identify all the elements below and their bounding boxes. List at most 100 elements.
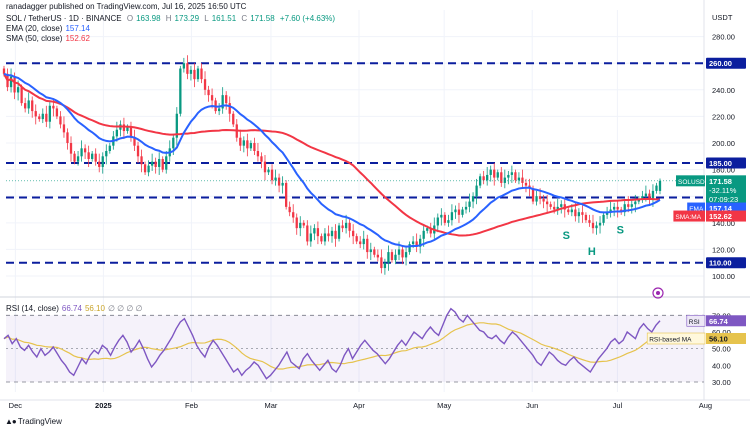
price-tick-label: 140.00 bbox=[712, 219, 735, 228]
candle-body bbox=[281, 182, 284, 186]
high-value: 173.29 bbox=[174, 14, 200, 23]
pattern-label-0: S bbox=[563, 230, 570, 242]
level-tag-1: 185.00 bbox=[709, 159, 732, 168]
candle-body bbox=[31, 100, 34, 112]
candle-body bbox=[210, 95, 214, 101]
low-label: L bbox=[204, 14, 209, 23]
candle-body bbox=[302, 222, 305, 226]
candle-body bbox=[500, 172, 503, 183]
rsi-legend[interactable]: RSI (14, close) 66.74 56.10 ∅ ∅ ∅ ∅ bbox=[6, 304, 146, 313]
candle-body bbox=[411, 241, 415, 245]
candle-body bbox=[108, 145, 111, 151]
candle-body bbox=[362, 238, 365, 245]
sma-name-tag: SMA:MA bbox=[675, 214, 701, 221]
ema-value-tag: 157.14 bbox=[709, 204, 733, 213]
candle-body bbox=[584, 214, 588, 221]
candle-body bbox=[285, 182, 288, 207]
candle-body bbox=[200, 68, 203, 80]
ema-label: EMA (20, close) bbox=[6, 24, 63, 33]
candle-body bbox=[380, 257, 383, 269]
candle-body bbox=[630, 204, 633, 207]
time-tick-label: Apr bbox=[353, 401, 365, 410]
tradingview-logo[interactable]: ▲● TradingView bbox=[5, 417, 62, 426]
ema-legend[interactable]: EMA (20, close) 157.14 bbox=[6, 24, 93, 33]
candle-body bbox=[52, 105, 55, 109]
candle-body bbox=[225, 95, 228, 104]
candle-body bbox=[598, 222, 602, 226]
candle-body bbox=[13, 76, 16, 93]
candle-body bbox=[545, 201, 549, 205]
candle-body bbox=[217, 108, 221, 112]
candle-body bbox=[105, 151, 108, 157]
candle-body bbox=[510, 172, 514, 175]
candle-body bbox=[316, 228, 320, 237]
candle-body bbox=[341, 225, 344, 229]
candle-body bbox=[62, 124, 66, 133]
candle-body bbox=[55, 108, 59, 117]
sma-legend[interactable]: SMA (50, close) 152.62 bbox=[6, 34, 93, 43]
rsi-name-tag: RSI bbox=[689, 319, 700, 326]
candle-body bbox=[330, 230, 334, 237]
candle-body bbox=[376, 254, 379, 258]
candle-body bbox=[648, 193, 651, 199]
candle-body bbox=[182, 63, 186, 69]
last-price-tag-line: 171.58 bbox=[709, 177, 732, 186]
event-marker-dot bbox=[656, 291, 660, 295]
candle-body bbox=[468, 201, 471, 207]
candle-body bbox=[422, 230, 425, 239]
candle-body bbox=[292, 212, 295, 218]
rsi-value-tag: 66.74 bbox=[709, 317, 729, 326]
candle-body bbox=[366, 238, 369, 253]
candle-body bbox=[415, 241, 418, 247]
candle-body bbox=[450, 212, 454, 221]
rsi-band bbox=[6, 315, 704, 382]
candle-body bbox=[189, 69, 193, 74]
candle-body bbox=[20, 87, 23, 104]
candle-body bbox=[76, 156, 80, 162]
candle-body bbox=[313, 228, 316, 234]
sma-name-tag-bg bbox=[673, 210, 705, 222]
candle-body bbox=[221, 95, 224, 109]
open-value: 163.98 bbox=[136, 14, 161, 23]
last-price-tag-line: 07:09:23 bbox=[709, 195, 738, 204]
candle-body bbox=[440, 214, 443, 218]
time-tick-label: Aug bbox=[699, 401, 712, 410]
symbol-title[interactable]: SOL / TetherUS · 1D · BINANCE bbox=[6, 14, 122, 23]
candle-body bbox=[24, 103, 27, 109]
candle-body bbox=[9, 76, 13, 88]
rsi-ma-line bbox=[3, 322, 661, 370]
ema-value: 157.14 bbox=[65, 24, 90, 33]
candle-body bbox=[2, 68, 6, 74]
candle-body bbox=[570, 209, 573, 213]
candle-body bbox=[228, 103, 231, 114]
candle-body bbox=[98, 161, 101, 167]
candle-body bbox=[627, 204, 630, 207]
candle-body bbox=[387, 252, 390, 263]
rsi-ma-value-tag-bg bbox=[706, 333, 746, 344]
rsi-name-tag-bg bbox=[686, 314, 706, 327]
candle-body bbox=[256, 151, 260, 157]
candle-body bbox=[140, 156, 143, 165]
ema-value-tag-bg bbox=[706, 202, 746, 214]
symbol-tag: SOLUSDT bbox=[678, 179, 709, 186]
price-tick-label: 240.00 bbox=[712, 86, 735, 95]
candle-body bbox=[344, 222, 348, 229]
candle-body bbox=[461, 209, 464, 215]
event-marker-icon bbox=[652, 287, 664, 299]
pattern-label-1: H bbox=[588, 246, 596, 258]
candle-body bbox=[158, 158, 161, 167]
candle-body bbox=[239, 137, 242, 146]
time-tick-label: 2025 bbox=[95, 401, 112, 410]
candle-body bbox=[535, 196, 538, 202]
rsi-extra-values: ∅ ∅ ∅ ∅ bbox=[107, 304, 143, 313]
candle-body bbox=[426, 228, 429, 231]
level-tag-0-bg bbox=[706, 57, 746, 69]
candle-body bbox=[524, 182, 528, 186]
price-tick-label: 120.00 bbox=[712, 245, 735, 254]
candle-body bbox=[186, 63, 189, 74]
rsi-ma-value-tag: 56.10 bbox=[709, 335, 728, 344]
candle-body bbox=[658, 180, 662, 191]
candle-body bbox=[447, 220, 450, 223]
rsi-line bbox=[3, 307, 661, 380]
candle-body bbox=[143, 164, 147, 173]
